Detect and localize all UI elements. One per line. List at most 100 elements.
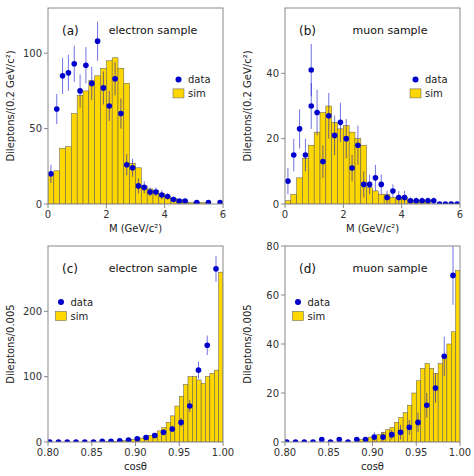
data-point [415, 420, 421, 426]
histogram-bar [429, 369, 433, 443]
x-tick-label: 1.00 [449, 447, 471, 458]
histogram-bar [206, 377, 210, 442]
y-tick [281, 138, 285, 139]
y-tick-label: 40 [266, 339, 279, 350]
panel-title: muon sample [353, 24, 428, 37]
histogram-bar [332, 122, 338, 204]
data-point [406, 425, 412, 431]
data-point [206, 200, 212, 204]
data-point [389, 432, 395, 438]
x-tick-label: 0.95 [405, 447, 427, 458]
x-tick [460, 442, 461, 446]
histogram-bar [297, 178, 303, 204]
data-point [338, 120, 344, 126]
histogram-bar [112, 58, 118, 204]
x-tick [106, 204, 107, 208]
histogram-bar [66, 147, 72, 204]
histogram-bar [101, 68, 107, 204]
data-point [95, 38, 101, 44]
data-point [118, 111, 124, 117]
y-tick-label: 50 [29, 123, 42, 134]
histogram-bar [106, 61, 112, 204]
y-tick-label: 20 [266, 133, 279, 144]
histogram-bar [434, 373, 438, 442]
data-point [425, 198, 431, 204]
data-point [213, 266, 219, 272]
data-point [373, 175, 379, 181]
y-tick-label: 0 [36, 199, 42, 210]
data-point [159, 192, 165, 198]
x-tick [372, 442, 373, 446]
data-point [441, 353, 447, 359]
data-point [54, 106, 60, 112]
x-tick [223, 442, 224, 446]
x-tick [401, 204, 402, 208]
x-tick [328, 442, 329, 446]
data-point [143, 435, 149, 441]
data-point [101, 85, 107, 91]
histogram-bar [456, 271, 460, 443]
plot-frame [48, 246, 223, 442]
legend-label: data [188, 74, 211, 85]
data-point [336, 437, 342, 442]
data-point [424, 402, 430, 408]
data-point [355, 142, 361, 148]
data-point [363, 437, 369, 442]
histogram-bar [416, 381, 420, 442]
plot-frame [285, 8, 460, 204]
y-tick [281, 204, 285, 205]
data-point [83, 62, 89, 68]
data-point [165, 194, 171, 200]
data-point [361, 182, 367, 188]
data-point [402, 195, 408, 201]
histogram-bar [438, 364, 442, 442]
y-tick-label: 100 [23, 371, 42, 382]
y-tick [281, 344, 285, 345]
x-tick-label: 6 [220, 209, 226, 220]
histogram-bar [118, 68, 124, 204]
data-point [117, 438, 123, 442]
data-point [108, 439, 114, 442]
y-axis-label: Dileptons/(0.2 GeV/c²) [5, 50, 16, 161]
y-tick-label: 80 [266, 241, 279, 252]
data-point [134, 436, 140, 442]
data-point [77, 88, 83, 94]
data-point [60, 73, 66, 79]
histogram-bar [219, 272, 223, 442]
legend: datasim [56, 297, 94, 322]
x-tick-label: 1.00 [212, 447, 234, 458]
x-tick [48, 204, 49, 208]
data-point [303, 152, 309, 158]
panel-label: (c) [62, 262, 78, 276]
y-tick [44, 128, 48, 129]
panel-title: muon sample [353, 262, 428, 275]
histogram-bar [77, 95, 83, 204]
data-point [136, 183, 142, 189]
data-point [384, 195, 390, 201]
data-point [349, 165, 355, 171]
data-point [89, 81, 95, 87]
panel: 0204060800.800.850.900.951.00cosθDilepto… [242, 241, 471, 473]
data-point [431, 198, 437, 204]
data-point [130, 165, 136, 171]
legend-swatch [413, 76, 419, 82]
figure: 0501000246M (GeV/c²)Dileptons/(0.2 GeV/c… [0, 0, 474, 476]
legend-label: data [425, 74, 448, 85]
histogram-bar [184, 385, 188, 442]
data-point [320, 159, 326, 165]
legend: datasim [173, 74, 211, 99]
histogram-bar [175, 406, 179, 442]
data-point [66, 70, 72, 76]
panel-title: electron sample [109, 24, 198, 37]
y-axis-label: Dileptons/(0.2 GeV/c²) [242, 50, 253, 161]
x-tick [164, 204, 165, 208]
y-tick-label: 20 [266, 388, 279, 399]
data-point [194, 200, 200, 204]
x-tick-label: 0.85 [81, 447, 103, 458]
x-tick-label: 0.95 [168, 447, 190, 458]
x-tick [179, 442, 180, 446]
y-tick [281, 73, 285, 74]
data-point [308, 67, 314, 73]
legend-swatch [176, 76, 182, 82]
histogram-bar [83, 91, 89, 204]
